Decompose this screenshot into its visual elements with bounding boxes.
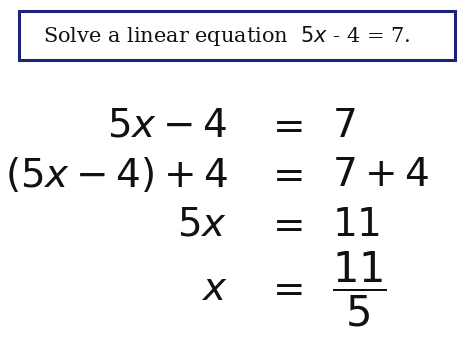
Text: $7$: $7$	[332, 108, 356, 144]
FancyBboxPatch shape	[19, 11, 455, 60]
Text: $5x$: $5x$	[177, 207, 228, 244]
Text: $\dfrac{11}{5}$: $\dfrac{11}{5}$	[332, 250, 387, 329]
Text: $5x-4$: $5x-4$	[108, 108, 228, 144]
Text: $=$: $=$	[265, 108, 303, 144]
Text: $=$: $=$	[265, 271, 303, 308]
Text: $=$: $=$	[265, 207, 303, 244]
Text: $(5x-4)+4$: $(5x-4)+4$	[5, 156, 228, 195]
Text: $x$: $x$	[201, 271, 228, 308]
Text: $11$: $11$	[332, 207, 380, 244]
Text: Solve a linear equation  $5x$ - 4 = 7.: Solve a linear equation $5x$ - 4 = 7.	[43, 23, 410, 48]
Text: $=$: $=$	[265, 157, 303, 194]
Text: $7+4$: $7+4$	[332, 157, 429, 194]
